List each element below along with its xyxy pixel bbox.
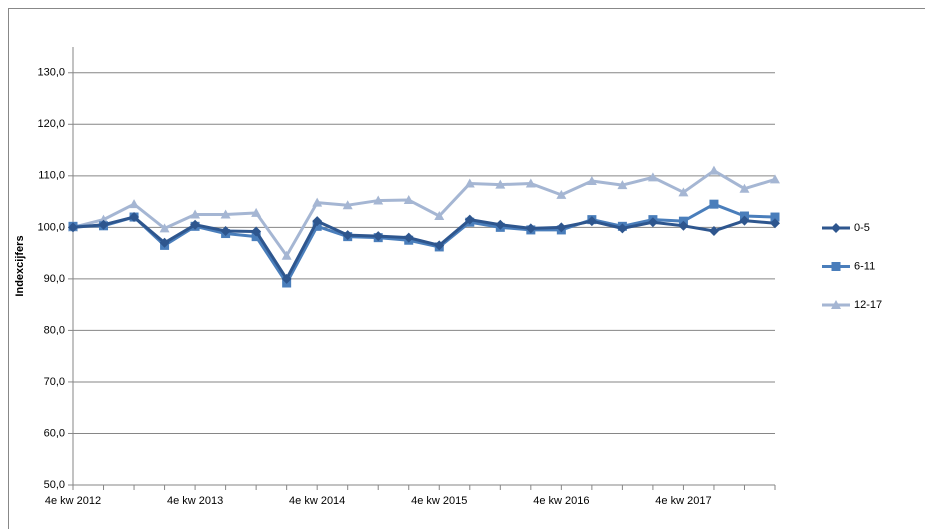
y-tick-label: 60,0 — [44, 427, 65, 439]
data-point — [525, 223, 536, 234]
data-point — [770, 174, 780, 184]
y-tick-label: 110,0 — [38, 170, 65, 182]
x-tick-label: 4e kw 2012 — [45, 495, 101, 507]
chart-frame — [8, 8, 925, 529]
data-point — [129, 199, 140, 209]
data-point — [434, 240, 445, 251]
x-tick-label: 4e kw 2014 — [289, 495, 345, 507]
data-point — [312, 197, 323, 207]
data-point — [129, 212, 140, 223]
data-point — [251, 232, 261, 242]
data-point — [708, 165, 719, 175]
legend-marker — [831, 262, 841, 271]
data-point — [342, 200, 353, 210]
data-point — [617, 223, 628, 234]
legend-marker — [831, 300, 841, 309]
data-point — [556, 222, 567, 233]
x-tick-label: 4e kw 2017 — [655, 495, 711, 507]
data-point — [739, 183, 750, 193]
y-tick-label: 130,0 — [37, 67, 65, 79]
data-point — [586, 216, 597, 227]
data-point — [556, 189, 567, 199]
data-point — [770, 218, 780, 229]
data-point — [98, 219, 109, 230]
series-line — [72, 169, 776, 258]
series-line — [72, 215, 776, 281]
legend-label: 0-5 — [854, 222, 870, 234]
x-tick-label: 4e kw 2015 — [411, 495, 467, 507]
data-point — [678, 220, 689, 231]
data-point — [220, 209, 231, 219]
data-point — [770, 212, 780, 222]
data-point — [190, 219, 201, 230]
y-tick-label: 50,0 — [44, 479, 65, 491]
data-point — [708, 225, 719, 236]
x-tick-label: 4e kw 2016 — [533, 495, 589, 507]
data-point — [190, 209, 201, 219]
data-point — [495, 179, 506, 189]
data-point — [159, 223, 170, 233]
data-point — [525, 178, 536, 188]
data-point — [220, 225, 231, 236]
data-point — [617, 180, 628, 190]
data-point — [495, 219, 506, 230]
data-point — [251, 226, 262, 237]
data-point — [312, 216, 323, 227]
y-tick-label: 70,0 — [44, 376, 65, 388]
data-point — [68, 222, 78, 233]
data-point — [373, 195, 384, 205]
y-tick-label: 100,0 — [37, 221, 65, 233]
data-point — [739, 215, 750, 226]
data-point — [251, 207, 262, 217]
y-tick-label: 120,0 — [37, 118, 65, 130]
data-point — [281, 250, 292, 260]
y-axis-title: Indexcijfers — [14, 235, 26, 296]
legend-label: 6-11 — [854, 260, 875, 272]
data-point — [403, 232, 414, 243]
legend-label: 12-17 — [854, 299, 882, 311]
data-point — [678, 187, 689, 197]
data-point — [464, 178, 475, 188]
data-point — [281, 273, 292, 284]
series-line — [72, 202, 776, 285]
data-point — [312, 221, 322, 231]
data-point — [403, 195, 414, 205]
data-point — [647, 217, 658, 228]
data-point — [434, 211, 445, 221]
y-tick-label: 90,0 — [44, 273, 65, 285]
legend-marker — [831, 223, 841, 233]
data-point — [647, 172, 658, 182]
data-point — [586, 175, 597, 185]
data-point — [159, 237, 170, 248]
data-point — [464, 214, 475, 225]
data-point — [709, 199, 719, 209]
y-tick-label: 80,0 — [44, 324, 65, 336]
data-point — [373, 231, 384, 242]
x-tick-label: 4e kw 2013 — [167, 495, 223, 507]
data-point — [342, 230, 353, 241]
